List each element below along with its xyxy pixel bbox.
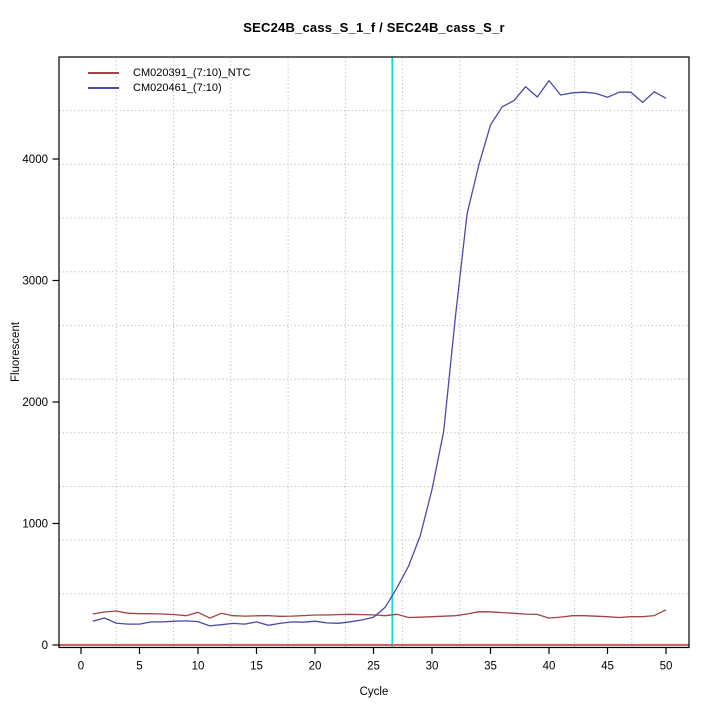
x-tick-label: 25 <box>367 661 380 673</box>
chart-title: SEC24B_cass_S_1_f / SEC24B_cass_S_r <box>243 20 505 35</box>
x-tick-label: 30 <box>426 661 439 673</box>
y-tick-label: 1000 <box>22 519 48 531</box>
y-axis-title: Fluorescent <box>10 321 22 383</box>
y-tick-label: 3000 <box>22 276 48 288</box>
series-curve-0 <box>92 609 667 619</box>
legend-label-ntc: CM020391_(7:10)_NTC <box>133 67 251 79</box>
legend-line-swatch-1 <box>88 86 119 89</box>
x-tick-label: 45 <box>601 661 614 673</box>
x-tick-label: 10 <box>192 661 205 673</box>
series-curve-1 <box>92 79 667 627</box>
x-tick-label: 15 <box>250 661 263 673</box>
x-axis-title: Cycle <box>359 686 389 698</box>
plot-border <box>58 56 690 649</box>
y-tick-label: 2000 <box>22 397 48 409</box>
y-tick-label: 4000 <box>22 154 48 166</box>
legend-item-sample: CM020461_(7:10) <box>88 81 250 96</box>
y-tick-label: 0 <box>42 640 48 652</box>
legend-line-swatch-0 <box>88 72 119 75</box>
x-tick-label: 50 <box>660 661 673 673</box>
x-tick-label: 40 <box>543 661 556 673</box>
x-tick-label: 5 <box>136 661 142 673</box>
legend-label-sample: CM020461_(7:10) <box>133 81 222 94</box>
legend-item-ntc: CM020391_(7:10)_NTC <box>88 66 250 81</box>
x-tick-label: 20 <box>309 661 322 673</box>
x-tick-label: 35 <box>484 661 497 673</box>
x-tick-label: 0 <box>78 661 84 673</box>
legend: CM020391_(7:10)_NTC CM020461_(7:10) <box>88 66 250 95</box>
